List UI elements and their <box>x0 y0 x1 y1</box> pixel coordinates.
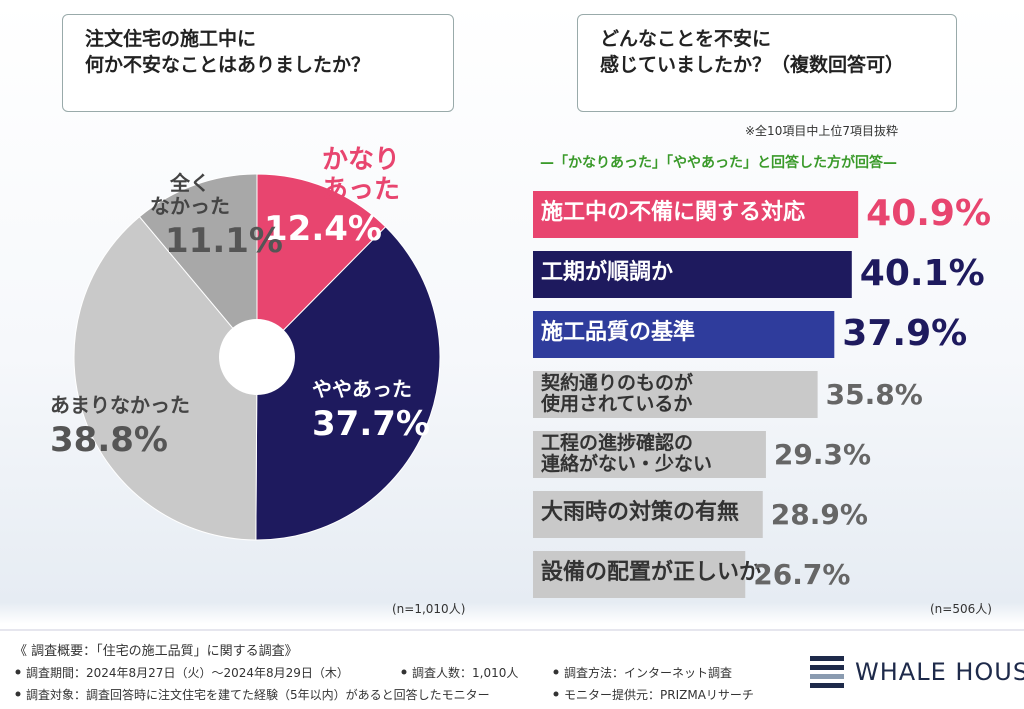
bar-value-label: 26.7% <box>753 558 851 591</box>
bar <box>533 311 835 358</box>
footer-item: モニター提供元：PRIZMAリサーチ <box>564 688 754 702</box>
bar-subtitle: —「かなりあった」「ややあった」と回答した方が回答— <box>540 155 897 171</box>
bar <box>533 431 766 478</box>
bar-title: どんなことを不安に 感じていましたか？（複数回答可） <box>577 14 957 112</box>
bullet <box>553 691 559 697</box>
bar-category-label: 大雨時の対策の有無 <box>541 500 740 525</box>
bar-value-label: 28.9% <box>770 498 868 531</box>
bar-value-label: 40.9% <box>866 193 992 234</box>
footer-item: 調査人数：1,010人 <box>412 666 519 680</box>
bar <box>533 191 859 238</box>
logo-icon <box>810 656 844 688</box>
bar-category-label: 施工品質の基準 <box>541 320 696 345</box>
pie-title: 注文住宅の施工中に 何か不安なことはありましたか？ <box>62 14 454 112</box>
bar-value-label: 40.1% <box>859 253 985 294</box>
pie-slice <box>255 226 441 541</box>
bullet <box>15 669 21 675</box>
pie-value-label: 11.1% <box>165 221 283 261</box>
bar-value-label: 35.8% <box>825 378 923 411</box>
bar-value-label: 37.9% <box>842 313 968 354</box>
logo-text: WHALE HOUSE <box>855 658 1024 686</box>
pie-slice <box>138 173 258 359</box>
annotation: ※全10項目中上位7項目抜粋 <box>745 124 898 138</box>
bullet <box>15 691 21 697</box>
pie-category-label: ややあった <box>312 377 412 401</box>
bullet <box>401 669 407 675</box>
pie-category-label: 全く なかった <box>150 171 230 218</box>
bar <box>533 251 852 298</box>
bar-note: (n=506人) <box>930 602 992 616</box>
pie-note: (n=1,010人) <box>392 602 466 616</box>
pie-category-label: かなり あった <box>322 145 401 205</box>
bar-category-label: 契約通りのものが 使用されているか <box>541 372 694 415</box>
footer-item: 調査方法：インターネット調査 <box>564 666 733 680</box>
pie-value-label: 37.7% <box>312 404 430 444</box>
pie-value-label: 12.4% <box>264 209 382 249</box>
pie-slice <box>256 173 387 359</box>
bar-category-label: 施工中の不備に関する対応 <box>541 200 806 225</box>
bar-category-label: 工期が順調か <box>541 260 674 285</box>
footer-item: 調査期間：2024年8月27日（火）～2024年8月29日（木） <box>26 666 349 680</box>
pie-hole <box>219 319 295 395</box>
pie-category-label: あまりなかった <box>50 393 190 417</box>
footer-heading: 《 調査概要：「住宅の施工品質」に関する調査》 <box>14 644 298 659</box>
bullet <box>553 669 559 675</box>
bar <box>533 371 818 418</box>
bar-category-label: 工程の進捗確認の 連絡がない・少ない <box>541 432 713 475</box>
bar-value-label: 29.3% <box>773 438 872 471</box>
pie-slice <box>73 216 258 541</box>
bar-category-label: 設備の配置が正しいか <box>541 560 762 585</box>
bar <box>533 551 746 598</box>
bar <box>533 491 763 538</box>
footer-item: 調査対象：調査回答時に注文住宅を建てた経験（5年以内）があると回答したモニター <box>26 688 490 702</box>
footer-bg <box>0 630 1024 709</box>
pie-value-label: 38.8% <box>50 420 168 460</box>
